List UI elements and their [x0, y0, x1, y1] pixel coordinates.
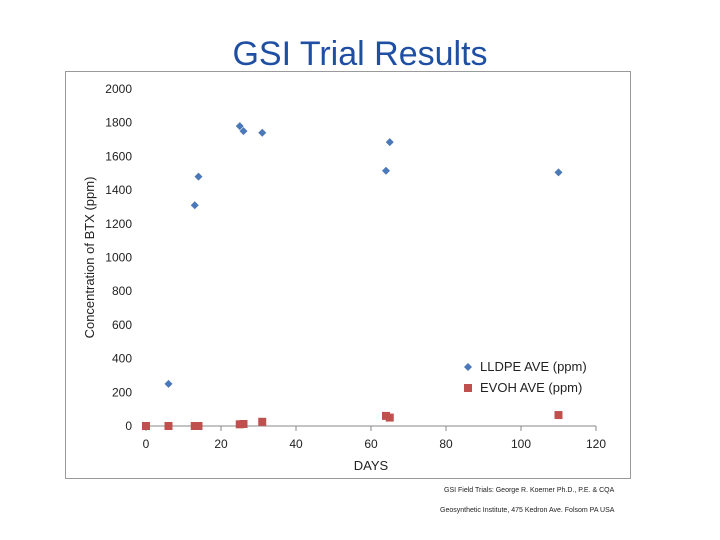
x-axis-title: DAYS — [354, 458, 389, 473]
y-tick-label: 1000 — [105, 251, 132, 265]
credit-line-1: GSI Field Trials: George R. Koerner Ph.D… — [444, 487, 615, 494]
data-point-evoh — [239, 419, 248, 428]
y-tick-label: 2000 — [105, 82, 132, 96]
data-point-lldpe — [190, 201, 199, 210]
data-point-evoh — [164, 422, 173, 430]
x-tick-label: 80 — [439, 437, 453, 451]
y-tick-label: 800 — [112, 284, 132, 298]
data-point-lldpe — [554, 168, 563, 177]
x-tick-label: 0 — [143, 437, 150, 451]
data-point-evoh — [142, 422, 150, 430]
data-point-evoh — [554, 411, 563, 420]
data-point-evoh — [194, 422, 203, 430]
legend-label-lldpe: LLDPE AVE (ppm) — [480, 359, 587, 374]
chart-frame: 0 20 40 60 80 100 120 0 200 400 600 800 1000 1200 1400… — [65, 71, 631, 479]
x-tick-label: 120 — [586, 437, 606, 451]
scatter-chart: 0 20 40 60 80 100 1200200400600800100012001400… — [82, 82, 606, 473]
y-tick-label: 1400 — [105, 183, 132, 197]
y-tick-label: 0 — [125, 419, 132, 433]
legend-label-evoh: EVOH AVE (ppm) — [480, 380, 582, 395]
y-tick-label: 1600 — [105, 149, 132, 163]
y-tick-label: 200 — [112, 385, 132, 399]
data-point-lldpe — [194, 172, 203, 181]
data-point-lldpe — [258, 128, 267, 137]
data-point-evoh — [258, 417, 267, 426]
slide-title: GSI Trial Results — [232, 35, 488, 73]
data-point-evoh — [385, 413, 394, 422]
data-point-lldpe — [385, 138, 394, 147]
y-tick-label: 1200 — [105, 217, 132, 231]
y-tick-label: 600 — [112, 318, 132, 332]
credit-line-2: Geosynthetic Institute, 475 Kedron Ave. … — [440, 507, 615, 514]
legend-marker-evoh — [464, 384, 472, 392]
x-tick-label: 100 — [511, 437, 531, 451]
data-point-lldpe — [164, 379, 173, 388]
x-tick-label: 20 — [214, 437, 228, 451]
x-tick-label: 60 — [364, 437, 378, 451]
y-tick-label: 400 — [112, 352, 132, 366]
y-tick-label: 1800 — [105, 116, 132, 130]
data-point-lldpe — [382, 166, 390, 175]
data-point-lldpe — [235, 122, 244, 131]
data-point-lldpe — [239, 127, 248, 136]
x-tick-label: 40 — [289, 437, 303, 451]
legend-marker-lldpe — [464, 363, 472, 371]
y-axis-title: Concentration of BTX (ppm) — [82, 177, 97, 339]
